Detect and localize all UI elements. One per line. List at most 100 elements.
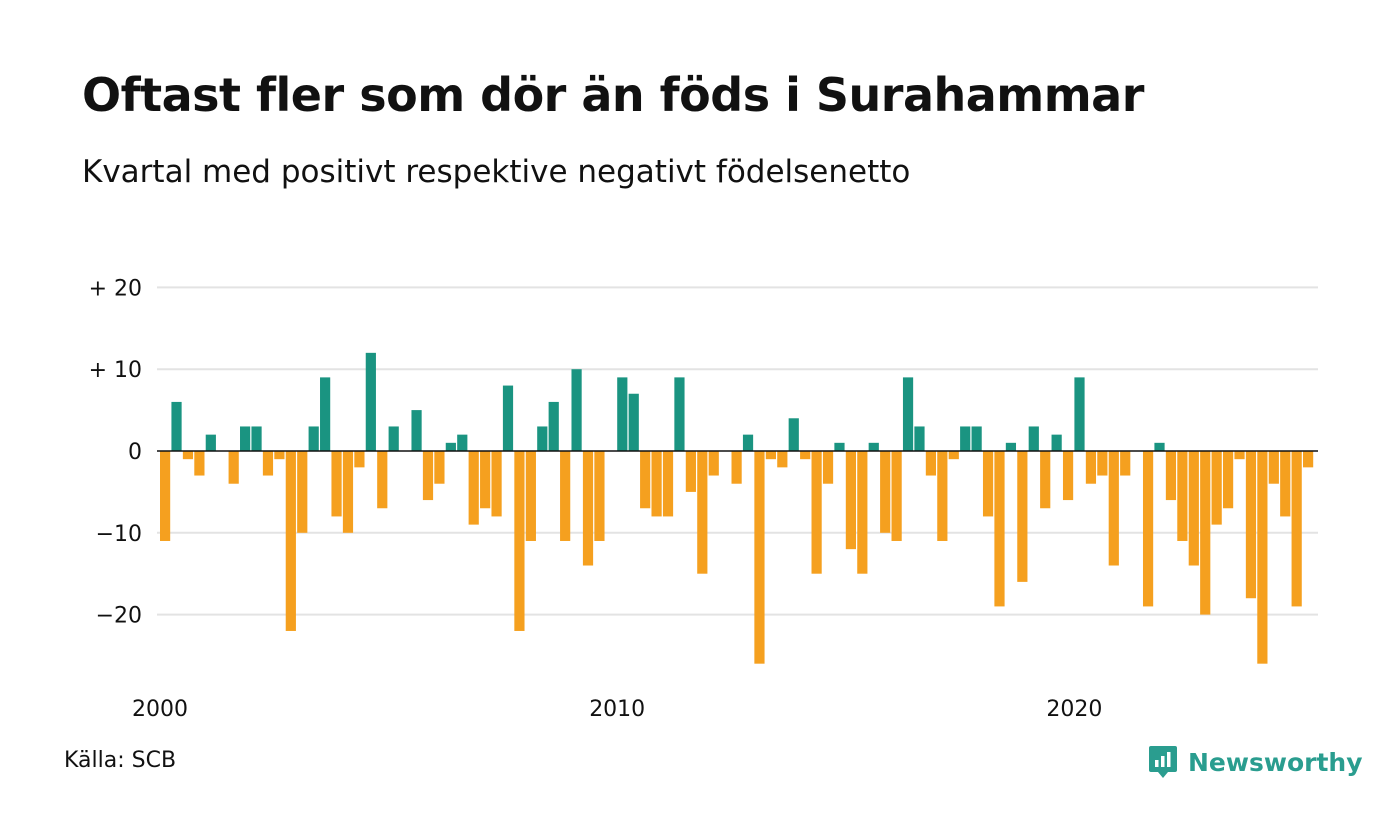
x-tick-label: 2010 — [589, 697, 645, 722]
bar — [1268, 451, 1279, 484]
bar — [262, 451, 274, 476]
bar — [914, 426, 925, 451]
newsworthy-logo-icon — [1149, 746, 1177, 778]
bar — [845, 451, 856, 550]
y-tick-label: 0 — [128, 440, 142, 465]
bar — [1211, 451, 1222, 525]
bar — [857, 451, 868, 574]
bar — [651, 451, 662, 517]
bar — [560, 451, 571, 541]
y-axis-ticks: + 20 + 10 0 −10 −20 — [89, 276, 142, 628]
bar — [1028, 426, 1039, 451]
bar — [194, 451, 205, 476]
bar — [822, 451, 834, 484]
bar — [731, 451, 742, 484]
bar — [811, 451, 822, 574]
bar — [582, 451, 594, 566]
bar — [1108, 451, 1119, 566]
bar — [948, 451, 959, 460]
bar — [937, 451, 948, 541]
bar — [548, 401, 559, 451]
bar — [1257, 451, 1268, 664]
source-note: Källa: SCB — [64, 748, 177, 773]
bar — [480, 451, 491, 509]
chart-title: Oftast fler som dör än föds i Surahammar — [82, 68, 1144, 122]
bar — [537, 426, 548, 451]
bar — [708, 451, 719, 476]
bar — [1040, 451, 1051, 509]
bar — [742, 434, 754, 451]
bar — [491, 451, 502, 517]
bar — [342, 451, 354, 533]
bar — [1280, 451, 1291, 517]
y-tick-label: + 20 — [89, 276, 142, 301]
bar — [1142, 451, 1154, 607]
bar — [1051, 434, 1062, 451]
bar — [365, 352, 376, 451]
bar — [297, 451, 308, 533]
bar — [754, 451, 765, 664]
bar — [171, 401, 182, 451]
y-tick-label: −10 — [96, 522, 142, 547]
bar — [285, 451, 296, 631]
bar — [445, 442, 456, 451]
bar — [468, 451, 479, 525]
bar — [388, 426, 399, 451]
bar — [674, 377, 685, 451]
bar — [422, 451, 434, 501]
bar — [982, 451, 994, 517]
bar — [685, 451, 696, 492]
bar — [160, 451, 171, 541]
bar — [1177, 451, 1188, 541]
brand-name: Newsworthy — [1188, 747, 1363, 777]
bar — [1154, 442, 1165, 451]
y-tick-label: −20 — [96, 604, 142, 629]
bar — [228, 451, 239, 484]
bar — [960, 426, 971, 451]
bar — [274, 451, 285, 460]
bar — [525, 451, 536, 541]
bar — [1017, 451, 1028, 582]
bar — [377, 451, 388, 509]
bar — [1245, 451, 1257, 599]
bar — [834, 442, 845, 451]
bar — [800, 451, 811, 460]
bar — [880, 451, 891, 533]
bar — [571, 369, 582, 451]
bar — [594, 451, 605, 541]
bar — [902, 377, 914, 451]
bar — [205, 434, 216, 451]
bar — [697, 451, 708, 574]
bar — [1085, 451, 1097, 484]
bar — [1005, 442, 1017, 451]
bar — [251, 426, 262, 451]
bar — [1303, 451, 1314, 468]
chart-subtitle: Kvartal med positivt respektive negativt… — [82, 154, 911, 190]
bar — [320, 377, 331, 451]
gridlines — [157, 286, 1318, 616]
bar — [788, 418, 799, 451]
bar — [182, 451, 194, 460]
bar — [640, 451, 651, 509]
x-axis-ticks: 2000 2010 2020 — [132, 697, 1102, 722]
bar — [502, 385, 514, 451]
bar — [354, 451, 365, 468]
bar — [1120, 451, 1131, 476]
bar — [777, 451, 788, 468]
bars — [160, 352, 1314, 664]
bar — [971, 426, 982, 451]
x-tick-label: 2000 — [132, 697, 188, 722]
bar — [925, 451, 937, 476]
bar — [434, 451, 445, 484]
bar — [891, 451, 902, 541]
bar — [331, 451, 342, 517]
bar — [994, 451, 1005, 607]
bar-chart: + 20 + 10 0 −10 −20 2000 2010 2020 — [89, 276, 1318, 722]
bar — [411, 410, 422, 451]
bar — [662, 451, 674, 517]
bar — [1291, 451, 1302, 607]
bar — [1234, 451, 1245, 460]
bar — [514, 451, 525, 631]
bar — [1074, 377, 1085, 451]
bar — [617, 377, 628, 451]
